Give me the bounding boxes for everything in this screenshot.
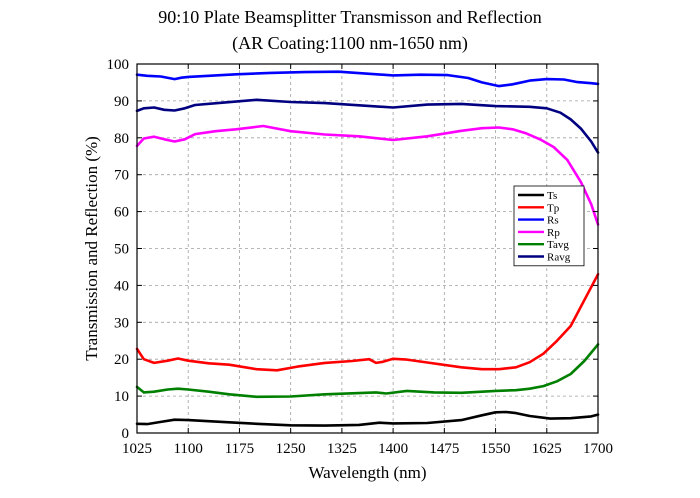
legend-label: Tp bbox=[547, 202, 560, 214]
axis-ticks: 1025 1100 1175 1250 1325 1400 1475 1550 1625 1700… bbox=[107, 57, 614, 457]
y-tick-label: 0 bbox=[122, 426, 130, 442]
y-tick-label: 80 bbox=[114, 131, 129, 147]
series-line-rs bbox=[135, 70, 600, 88]
series-line-tp bbox=[135, 272, 600, 372]
y-tick-label: 60 bbox=[114, 205, 129, 221]
x-tick-label: 1550 bbox=[481, 441, 511, 457]
series-line-rp bbox=[135, 124, 600, 226]
y-tick-label: 20 bbox=[114, 352, 129, 368]
x-tick-label: 1250 bbox=[276, 441, 306, 457]
y-tick-label: 10 bbox=[114, 389, 129, 405]
y-tick-label: 90 bbox=[114, 94, 129, 110]
legend-label: Rp bbox=[547, 227, 560, 239]
chart-title: 90:10 Plate Beamsplitter Transmisson and… bbox=[158, 7, 542, 27]
x-tick-label: 1625 bbox=[532, 441, 562, 457]
x-tick-label: 1025 bbox=[122, 441, 152, 457]
x-tick-label: 1325 bbox=[327, 441, 357, 457]
x-tick-label: 1475 bbox=[429, 441, 459, 457]
series-line-ts bbox=[135, 410, 600, 427]
legend-label: Ts bbox=[547, 190, 557, 202]
legend-label: Ravg bbox=[547, 252, 571, 264]
y-tick-label: 70 bbox=[114, 168, 129, 184]
series-line-tavg bbox=[135, 343, 600, 399]
y-tick-label: 100 bbox=[107, 57, 130, 73]
x-tick-label: 1700 bbox=[583, 441, 613, 457]
chart-subtitle: (AR Coating:1100 nm-1650 nm) bbox=[232, 33, 468, 53]
legend-label: Rs bbox=[547, 215, 559, 227]
y-tick-label: 30 bbox=[114, 315, 129, 331]
y-axis-label: Transmission and Reflection (%) bbox=[82, 136, 101, 361]
series-lines bbox=[135, 70, 600, 427]
y-tick-label: 40 bbox=[114, 278, 129, 294]
legend-box bbox=[513, 185, 585, 267]
y-tick-label: 50 bbox=[114, 242, 129, 258]
series-line-ravg bbox=[135, 98, 600, 154]
legend-label: Tavg bbox=[547, 239, 569, 251]
x-tick-label: 1175 bbox=[225, 441, 254, 457]
x-tick-label: 1400 bbox=[378, 441, 408, 457]
x-axis-label: Wavelength (nm) bbox=[308, 463, 426, 482]
x-tick-label: 1100 bbox=[173, 441, 202, 457]
